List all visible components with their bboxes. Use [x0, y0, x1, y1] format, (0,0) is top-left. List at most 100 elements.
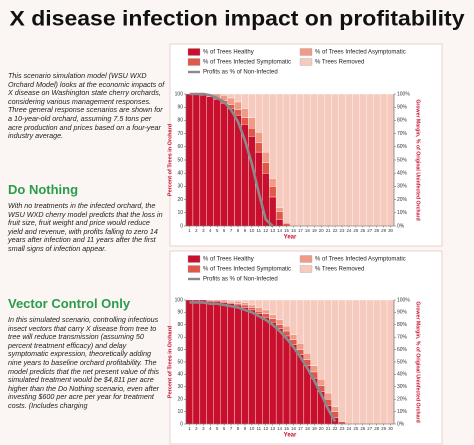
- bar-segment: [282, 335, 291, 425]
- bar-segment: [269, 322, 277, 425]
- y2-tick-label: 60%: [397, 347, 408, 353]
- y-tick-label: 70: [177, 335, 183, 341]
- x-tick-label: 22: [333, 228, 338, 233]
- y2-tick-label: 90%: [397, 105, 408, 111]
- legend-swatch: [187, 58, 201, 66]
- x-tick-label: 11: [257, 228, 262, 233]
- bar-segment: [227, 303, 235, 425]
- bar-segment: [248, 307, 256, 311]
- bar-segment: [234, 299, 242, 302]
- bar-segment: [275, 93, 284, 208]
- bar-segment: [220, 301, 228, 303]
- y2-tick-label: 100%: [397, 297, 410, 303]
- x-tick-label: 23: [340, 426, 345, 431]
- y2-tick-label: 80%: [397, 118, 408, 124]
- legend-label: % of Trees Infected Asymptomatic: [315, 257, 406, 263]
- x-tick-label: 6: [223, 228, 226, 233]
- x-tick-label: 4: [209, 426, 212, 431]
- bar-segment: [241, 93, 249, 109]
- bar-segment: [241, 117, 249, 125]
- y2-axis-label: Grower Margin, % of Original Uninfected …: [415, 301, 421, 422]
- bar-segment: [262, 93, 270, 153]
- legend-label: % Trees Removed: [315, 267, 364, 273]
- bar-segment: [255, 142, 263, 153]
- bar-segment: [241, 302, 249, 306]
- bar-segment: [282, 325, 291, 332]
- bar-segment: [199, 299, 207, 425]
- x-tick-label: 19: [312, 426, 317, 431]
- bar-segment: [269, 196, 277, 227]
- y2-tick-label: 50%: [397, 359, 408, 365]
- y-tick-label: 50: [177, 359, 183, 365]
- y2-tick-label: 40%: [397, 372, 408, 378]
- y-tick-label: 30: [177, 184, 183, 190]
- bar-segment: [248, 304, 256, 308]
- x-tick-label: 19: [312, 228, 317, 233]
- bar-segment: [220, 299, 228, 302]
- x-tick-label: 21: [326, 426, 331, 431]
- bar-segment: [366, 93, 374, 227]
- y-tick-label: 60: [177, 144, 183, 150]
- legend-label: % of Trees Healthy: [203, 50, 254, 56]
- bar-segment: [324, 392, 332, 400]
- bar-segment: [206, 299, 214, 302]
- y-tick-label: 0: [180, 223, 183, 229]
- bar-segment: [192, 93, 201, 227]
- bar-segment: [303, 353, 311, 360]
- bar-segment: [289, 93, 298, 227]
- x-tick-label: 3: [202, 228, 205, 233]
- bar-segment: [192, 299, 201, 425]
- x-tick-label: 20: [319, 426, 324, 431]
- x-tick-label: 9: [244, 228, 247, 233]
- bar-segment: [262, 317, 270, 425]
- y2-tick-label: 30%: [397, 184, 408, 190]
- bar-segment: [255, 313, 263, 425]
- y2-tick-label: 70%: [397, 335, 408, 341]
- y-tick-label: 20: [177, 397, 183, 403]
- legend-swatch: [299, 255, 313, 263]
- bar-segment: [345, 93, 353, 227]
- bar-segment: [269, 314, 277, 319]
- y-tick-label: 30: [177, 384, 183, 390]
- bar-segment: [296, 343, 305, 350]
- bar-segment: [227, 302, 235, 304]
- x-tick-label: 5: [216, 426, 219, 431]
- bar-segment: [317, 379, 325, 386]
- x-tick-label: 25: [353, 228, 358, 233]
- bar-segment: [185, 299, 194, 425]
- y2-tick-label: 90%: [397, 310, 408, 316]
- bar-segment: [338, 299, 346, 422]
- x-tick-label: 5: [216, 228, 219, 233]
- bar-segment: [213, 299, 221, 302]
- x-tick-label: 2: [195, 228, 198, 233]
- bar-segment: [213, 99, 221, 227]
- y2-tick-label: 60%: [397, 144, 408, 150]
- x-tick-label: 25: [353, 426, 358, 431]
- bar-segment: [373, 299, 381, 425]
- bar-segment: [255, 299, 263, 308]
- y2-tick-label: 40%: [397, 171, 408, 177]
- bar-segment: [262, 299, 270, 311]
- y2-tick-label: 0%: [397, 223, 405, 229]
- bar-segment: [331, 299, 339, 407]
- legend-label: % of Trees Healthy: [203, 257, 254, 263]
- bar-segment: [282, 223, 291, 227]
- bar-segment: [296, 299, 305, 344]
- section-heading: Do Nothing: [8, 182, 79, 197]
- y2-tick-label: 80%: [397, 322, 408, 328]
- bar-segment: [386, 299, 395, 425]
- bar-segment: [262, 151, 270, 163]
- bar-segment: [275, 211, 284, 220]
- section-body: With no treatments in the infected orcha…: [8, 201, 163, 253]
- x-tick-label: 27: [367, 426, 372, 431]
- bar-segment: [269, 93, 277, 179]
- bar-segment: [275, 328, 284, 425]
- x-tick-label: 30: [388, 228, 393, 233]
- x-tick-label: 24: [346, 228, 351, 233]
- bar-segment: [248, 117, 256, 129]
- legend-label: % Trees Removed: [315, 60, 364, 66]
- bar-segment: [241, 108, 249, 118]
- bar-segment: [269, 186, 277, 198]
- x-tick-label: 26: [360, 228, 365, 233]
- y-tick-label: 70: [177, 131, 183, 137]
